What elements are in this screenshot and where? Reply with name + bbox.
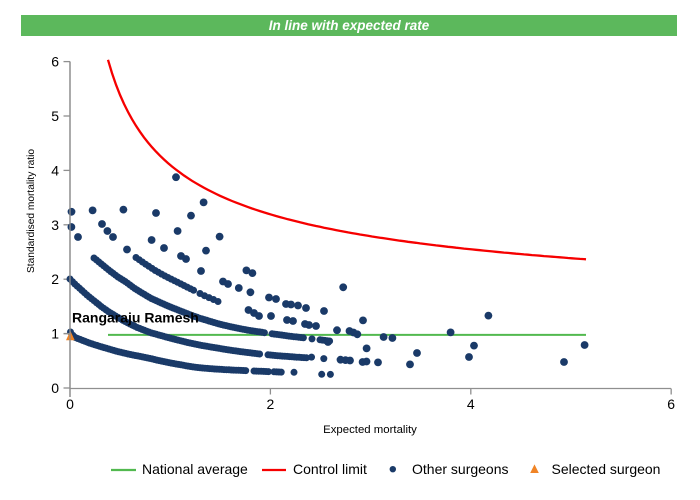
- svg-text:0: 0: [66, 396, 74, 412]
- svg-text:2: 2: [267, 396, 275, 412]
- svg-text:5: 5: [51, 108, 59, 124]
- svg-text:Standardised mortality ratio: Standardised mortality ratio: [26, 149, 37, 273]
- svg-text:2: 2: [51, 271, 59, 287]
- svg-text:4: 4: [467, 396, 475, 412]
- svg-text:Selected surgeon: Selected surgeon: [552, 461, 661, 477]
- svg-text:6: 6: [667, 396, 675, 412]
- svg-text:1: 1: [51, 326, 59, 342]
- svg-text:Rangaraju Ramesh: Rangaraju Ramesh: [72, 310, 199, 326]
- svg-text:Expected mortality: Expected mortality: [323, 424, 417, 436]
- svg-text:0: 0: [51, 380, 59, 396]
- svg-text:Control limit: Control limit: [293, 461, 367, 477]
- svg-text:National average: National average: [142, 461, 248, 477]
- svg-text:3: 3: [51, 217, 59, 233]
- svg-text:4: 4: [51, 162, 59, 178]
- svg-text:Other surgeons: Other surgeons: [412, 461, 509, 477]
- svg-text:6: 6: [51, 54, 59, 70]
